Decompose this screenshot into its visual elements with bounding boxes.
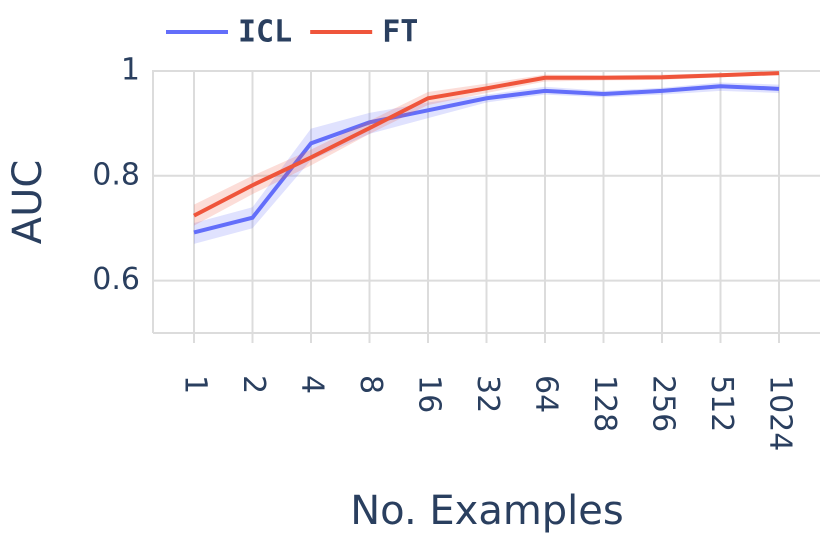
y-axis-title: AUC [5, 160, 51, 245]
legend-label: FT [382, 15, 418, 50]
x-tick-label: 4 [295, 375, 330, 394]
x-tick-label: 1024 [763, 375, 798, 451]
y-tick-label: 1 [121, 53, 140, 88]
confidence-band [194, 82, 779, 244]
y-tick-label: 0.8 [92, 157, 140, 192]
x-tick-label: 8 [353, 375, 388, 394]
x-tick-label: 64 [529, 375, 564, 413]
x-tick-label: 2 [236, 375, 271, 394]
x-tick-label: 1 [178, 375, 213, 394]
x-axis-title: No. Examples [350, 488, 624, 534]
legend-label: ICL [238, 15, 292, 50]
x-tick-label: 16 [412, 375, 447, 413]
x-tick-label: 256 [646, 375, 681, 432]
series-line [193, 71, 780, 218]
x-tick-label: 32 [470, 375, 505, 413]
x-tick-label: 128 [587, 375, 622, 432]
x-tick-label: 512 [704, 375, 739, 432]
y-tick-label: 0.6 [92, 262, 140, 297]
